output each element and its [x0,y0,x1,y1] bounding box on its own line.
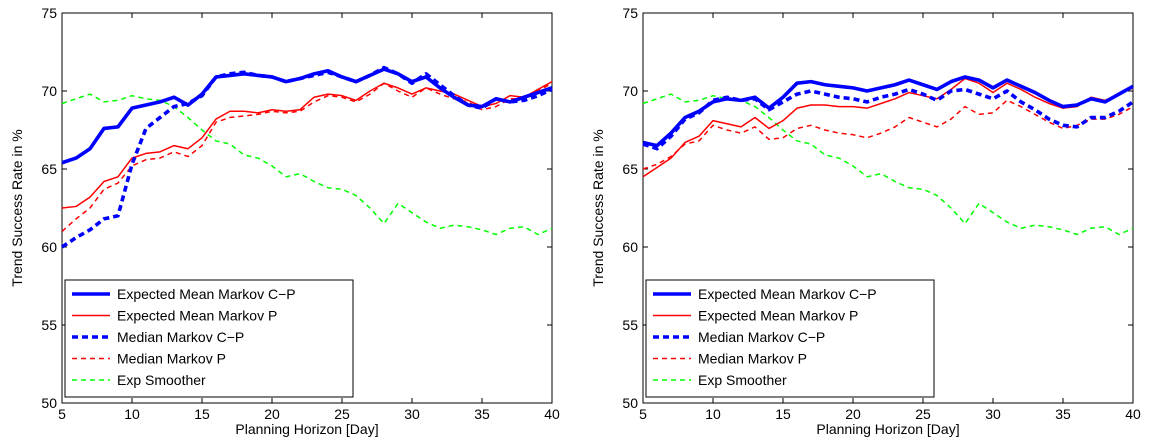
x-tick-label: 40 [544,406,560,422]
y-tick-label: 75 [41,5,57,21]
series-line-3 [642,87,1135,151]
y-tick-label: 70 [622,83,638,99]
series-line-5 [61,93,553,236]
series-line-1 [642,75,1134,148]
series-line-4 [642,99,1134,170]
legend-box [645,279,935,398]
y-tick-label: 55 [41,317,57,333]
x-tick-label: 30 [404,406,420,422]
legend-label-5: Exp Smoother [117,372,206,388]
legend: Expected Mean Markov C−P Expected Mean Ma… [645,279,935,398]
y-tick-label: 60 [41,239,57,255]
x-tick-label: 20 [845,406,861,422]
x-tick-label: 15 [194,406,210,422]
series-line-1 [61,67,553,165]
series-line-3 [60,65,553,249]
legend-label-4: Median Markov P [698,351,807,367]
x-tick-label: 35 [1055,406,1071,422]
x-tick-label: 10 [705,406,721,422]
x-tick-label: 40 [1125,406,1141,422]
x-tick-label: 10 [124,406,140,422]
legend: Expected Mean Markov C−P Expected Mean Ma… [64,279,354,398]
legend-label-1: Expected Mean Markov C−P [117,286,296,302]
x-tick-label: 30 [985,406,1001,422]
series-line-2 [642,77,1134,178]
x-axis-label: Planning Horizon [Day] [235,421,378,437]
y-axis-label: Trend Success Rate in % [590,129,606,286]
legend-box [64,279,354,398]
x-tick-label: 5 [58,406,66,422]
y-tick-label: 75 [622,5,638,21]
legend-label-3: Median Markov C−P [117,329,244,345]
chart-panel-2: 5 10 15 20 25 30 35 40 50 55 60 65 70 75 Planning Hori… [590,5,1141,437]
x-tick-label: 25 [334,406,350,422]
y-tick-label: 50 [622,395,638,411]
series-line-4 [61,82,553,232]
x-tick-label: 5 [639,406,647,422]
legend-label-2: Expected Mean Markov P [698,308,858,324]
legend-label-4: Median Markov P [117,351,226,367]
x-tick-label: 35 [474,406,490,422]
y-tick-label: 65 [622,161,638,177]
legend-label-1: Expected Mean Markov C−P [698,286,877,302]
y-axis-label: Trend Success Rate in % [9,129,25,286]
y-tick-label: 70 [41,83,57,99]
legend-label-5: Exp Smoother [698,372,787,388]
y-tick-label: 55 [622,317,638,333]
plot-frame [642,12,1134,404]
y-tick-label: 65 [41,161,57,177]
legend-label-2: Expected Mean Markov P [117,308,277,324]
x-tick-label: 20 [264,406,280,422]
chart-panel-1: 5 10 15 20 25 30 35 40 50 55 60 65 70 75 Planning Hori… [9,5,560,437]
x-tick-label: 15 [775,406,791,422]
series-line-5 [642,93,1134,236]
series-line-2 [61,80,553,209]
x-axis-label: Planning Horizon [Day] [816,421,959,437]
y-tick-label: 60 [622,239,638,255]
x-tick-label: 25 [915,406,931,422]
y-tick-label: 50 [41,395,57,411]
legend-label-3: Median Markov C−P [698,329,825,345]
